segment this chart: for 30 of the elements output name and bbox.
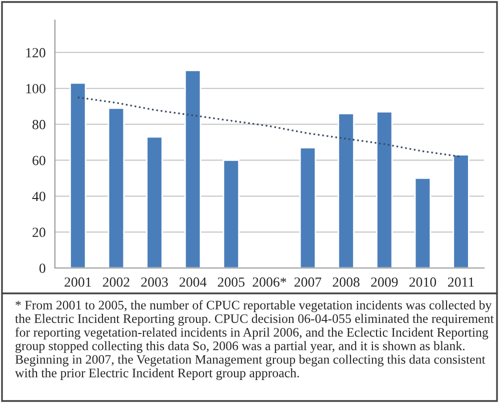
x-tick-label: 2010 (409, 277, 436, 287)
bar (376, 111, 393, 268)
bar (184, 70, 202, 268)
y-tick-label: 100 (26, 84, 46, 94)
bar (108, 107, 125, 268)
y-tick-label: 40 (32, 192, 46, 202)
bar (70, 82, 86, 268)
x-tick-label: 2006* (252, 277, 286, 287)
x-tick-label: 2002 (102, 277, 130, 287)
bar (146, 136, 163, 268)
y-tick-label: 60 (32, 156, 46, 166)
x-tick-label: 2008 (332, 277, 360, 287)
x-tick-label: 2003 (141, 277, 168, 287)
bar (338, 112, 354, 268)
x-tick-label: 2009 (371, 277, 398, 287)
y-tick-label: 20 (32, 228, 46, 238)
bar (222, 160, 240, 268)
bar (414, 178, 432, 268)
bar (452, 154, 470, 268)
x-tick-label: 2001 (64, 277, 91, 287)
x-tick-label: 2011 (448, 277, 474, 287)
y-tick-label: 80 (32, 120, 46, 130)
x-tick-label: 2004 (180, 277, 206, 287)
y-tick-label: 0 (39, 264, 46, 273)
x-tick-label: 2005 (218, 277, 244, 287)
x-tick-label: 2007 (294, 277, 322, 287)
y-tick-label: 120 (26, 48, 46, 58)
line-series (77, 96, 462, 158)
bar (299, 146, 316, 268)
text: * From 2001 to 2005, the number of CPUC reportable vegetation incidents was collected by the Electric Incident Reporting group. CPUC decision 06-04-055 eliminated the requirement for reporting vegetation-related incidents in April 2006, and the Eclectic Incident Reporting group stopped collecting this data So, 2006 was a partial year, and it is shown as blank. Beginning in 2007, the Vegetation Management group began collecting this data consistent with the prior Electric Incident Report group approach. (14, 300, 494, 380)
